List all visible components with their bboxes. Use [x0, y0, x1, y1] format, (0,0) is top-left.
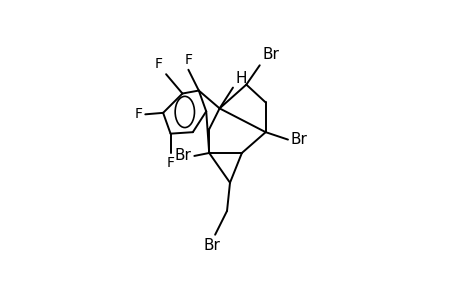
Text: F: F: [184, 53, 192, 67]
Text: F: F: [134, 107, 142, 121]
Text: H: H: [235, 71, 247, 86]
Text: Br: Br: [174, 148, 191, 164]
Text: F: F: [166, 156, 174, 170]
Text: Br: Br: [203, 238, 220, 253]
Text: Br: Br: [262, 47, 279, 62]
Text: Br: Br: [290, 132, 307, 147]
Text: F: F: [155, 57, 163, 71]
